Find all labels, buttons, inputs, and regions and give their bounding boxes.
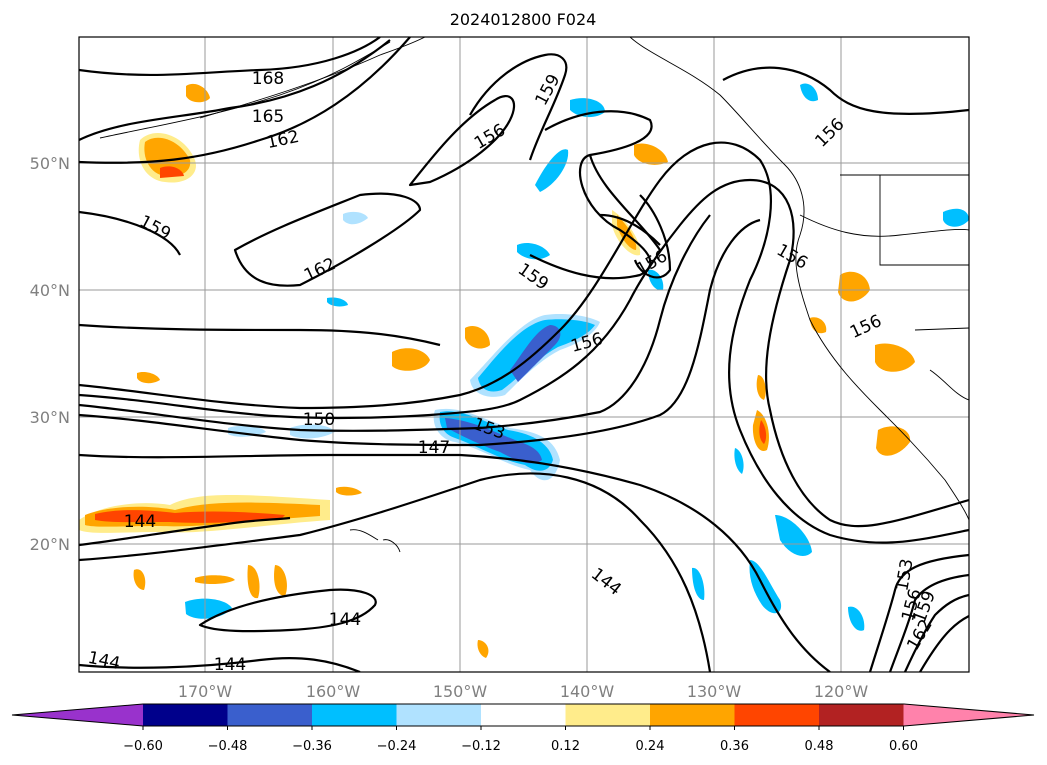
lon-label: 140°W (560, 682, 615, 701)
colorbar-outline (11, 703, 1035, 727)
map-frame (78, 36, 970, 673)
lon-label: 120°W (814, 682, 869, 701)
colorbar-tick-label: 0.60 (889, 739, 918, 754)
colorbar-tick-label: 0.24 (636, 739, 665, 754)
lat-label: 50°N (30, 154, 70, 173)
colorbar-ticks: −0.60 −0.48 −0.36 −0.24 −0.12 0.12 0.24 0.36 0.4… (123, 726, 918, 754)
lon-label: 130°W (687, 682, 742, 701)
colorbar-tick-label: −0.24 (377, 739, 417, 754)
lon-label: 150°W (433, 682, 488, 701)
colorbar-tick-label: 0.12 (551, 739, 580, 754)
height-contours (79, 37, 969, 672)
colorbar-segment (734, 704, 820, 726)
colorbar-segment (481, 704, 566, 726)
colorbar-extend-low (12, 704, 143, 726)
colorbar-segment (819, 704, 904, 726)
colorbar-segment (565, 704, 651, 726)
graticule (79, 37, 969, 672)
latitude-labels: 50°N 40°N 30°N 20°N (30, 154, 70, 554)
colorbar-tick-label: −0.12 (461, 739, 501, 754)
colorbar-tick-label: −0.48 (208, 739, 248, 754)
contour-label: 144 (329, 610, 361, 630)
contour-label: 147 (418, 438, 450, 458)
colorbar-segment (312, 704, 397, 726)
contour-label: 144 (124, 512, 156, 532)
colorbar-segment (396, 704, 482, 726)
colorbar-extend-high (903, 704, 1034, 726)
lon-label: 160°W (306, 682, 361, 701)
contour-label: 165 (252, 107, 284, 127)
colorbar-segment (650, 704, 735, 726)
lon-label: 170°W (178, 682, 233, 701)
contour-label: 144 (214, 655, 246, 675)
contour-label: 150 (303, 410, 335, 430)
colorbar-tick-label: 0.48 (805, 739, 834, 754)
colorbar-tick-label: −0.36 (292, 739, 332, 754)
lat-label: 40°N (30, 281, 70, 300)
colorbar-tick-label: 0.36 (720, 739, 749, 754)
map-title: 2024012800 F024 (450, 10, 597, 29)
map-area: 168 165 162 159 156 159 162 156 159 156 … (79, 37, 969, 675)
colorbar-segment (143, 704, 228, 726)
colorbar-tick-label: −0.60 (123, 739, 163, 754)
contour-label: 168 (252, 69, 284, 89)
colorbar-segments (12, 704, 1034, 726)
colorbar-segment (227, 704, 313, 726)
lat-label: 30°N (30, 408, 70, 427)
colorbar: −0.60 −0.48 −0.36 −0.24 −0.12 0.12 0.24 0.36 0.4… (11, 703, 1035, 754)
lat-label: 20°N (30, 535, 70, 554)
longitude-labels: 170°W 160°W 150°W 140°W 130°W 120°W (178, 682, 869, 701)
